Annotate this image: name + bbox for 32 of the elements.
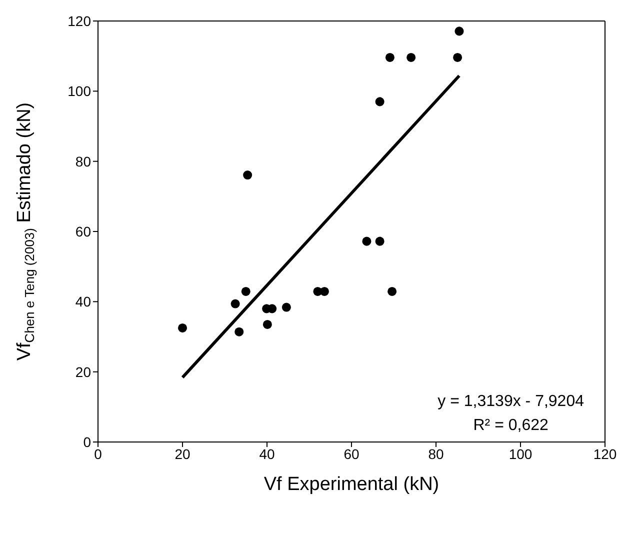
y-tick-label: 100 (68, 83, 92, 100)
point (230, 299, 240, 308)
x-tick-label: 40 (259, 446, 275, 462)
x-tick-label: 60 (344, 446, 360, 462)
x-tick-label: 100 (508, 446, 532, 462)
point (282, 302, 291, 312)
y-tick-label: 80 (75, 153, 92, 170)
point (453, 52, 462, 62)
point (178, 323, 188, 332)
x-tick-label: 0 (94, 446, 102, 462)
x-tick-label: 20 (174, 446, 190, 462)
point (234, 327, 244, 336)
point (362, 236, 372, 246)
point (375, 236, 384, 246)
point (388, 286, 397, 296)
point (406, 52, 416, 62)
point (454, 26, 464, 36)
point (385, 52, 394, 62)
point (243, 170, 252, 180)
y-tick-label: 0 (83, 434, 92, 450)
x-tick-label: 80 (428, 446, 444, 462)
point (262, 320, 272, 329)
y-tick-label: 20 (75, 364, 92, 380)
y-tick-label: 60 (75, 223, 92, 240)
annotation: y = 1,3139x - 7,9204 (438, 392, 584, 412)
point (375, 97, 384, 106)
point (241, 286, 250, 296)
x-tick-label: 120 (593, 446, 617, 462)
y-tick-label: 120 (68, 12, 92, 29)
y-tick-label: 40 (75, 294, 92, 310)
annotation: R² = 0,622 (472, 416, 550, 436)
x-axis-title: Vf Experimental (kN) (264, 474, 440, 495)
